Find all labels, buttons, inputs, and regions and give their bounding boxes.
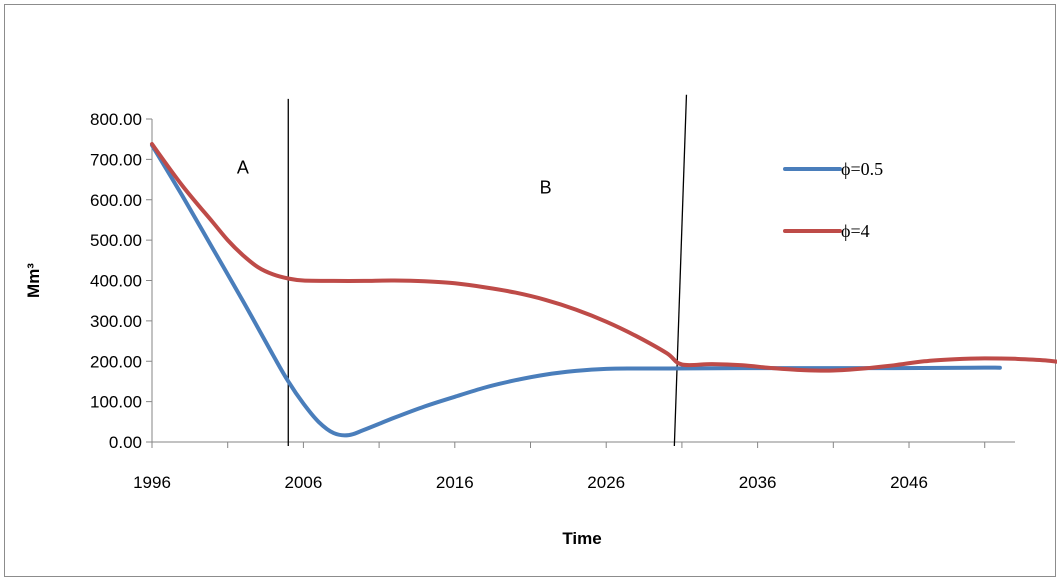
annotation-label: B bbox=[540, 178, 552, 198]
y-tick-label: 300.00 bbox=[90, 312, 142, 331]
x-tick-label: 2036 bbox=[739, 473, 777, 492]
x-tick-label: 2026 bbox=[587, 473, 625, 492]
legend-label-2: ϕ=4 bbox=[841, 221, 870, 241]
x-tick-label: 2016 bbox=[436, 473, 474, 492]
x-tick-label: 2006 bbox=[284, 473, 322, 492]
axes bbox=[151, 119, 1015, 443]
x-axis-title: Time bbox=[562, 529, 601, 548]
legend: ϕ=0.5 ϕ=4 bbox=[783, 159, 883, 241]
y-tick-label: 200.00 bbox=[90, 352, 142, 371]
y-tick-label: 100.00 bbox=[90, 393, 142, 412]
x-tick-label: 2046 bbox=[890, 473, 928, 492]
annotation-label: A bbox=[237, 158, 249, 178]
line-chart: 0.00 100.00 200.00 300.00 400.00 500.00 600.00… bbox=[24, 94, 1057, 548]
series-line-2 bbox=[150, 142, 1057, 373]
y-ticks: 0.00 100.00 200.00 300.00 400.00 500.00 600.00… bbox=[90, 110, 152, 452]
y-tick-label: 400.00 bbox=[90, 272, 142, 291]
divider-line bbox=[673, 94, 688, 447]
x-ticks: 1996 2006 2016 2026 2036 2046 bbox=[133, 442, 986, 492]
y-tick-label: 800.00 bbox=[90, 110, 142, 129]
series bbox=[150, 142, 1057, 438]
divider-lines bbox=[287, 94, 688, 447]
y-tick-label: 500.00 bbox=[90, 231, 142, 250]
annotations: AB bbox=[237, 158, 552, 198]
y-axis-title: Mm³ bbox=[24, 263, 43, 298]
x-tick-label: 1996 bbox=[133, 473, 171, 492]
series-line-1 bbox=[150, 143, 1002, 438]
y-tick-label: 600.00 bbox=[90, 191, 142, 210]
y-tick-label: 700.00 bbox=[90, 150, 142, 169]
chart-area: 0.00 100.00 200.00 300.00 400.00 500.00 600.00… bbox=[4, 4, 1057, 577]
legend-label-1: ϕ=0.5 bbox=[841, 159, 883, 179]
y-tick-label: 0.00 bbox=[109, 433, 142, 452]
